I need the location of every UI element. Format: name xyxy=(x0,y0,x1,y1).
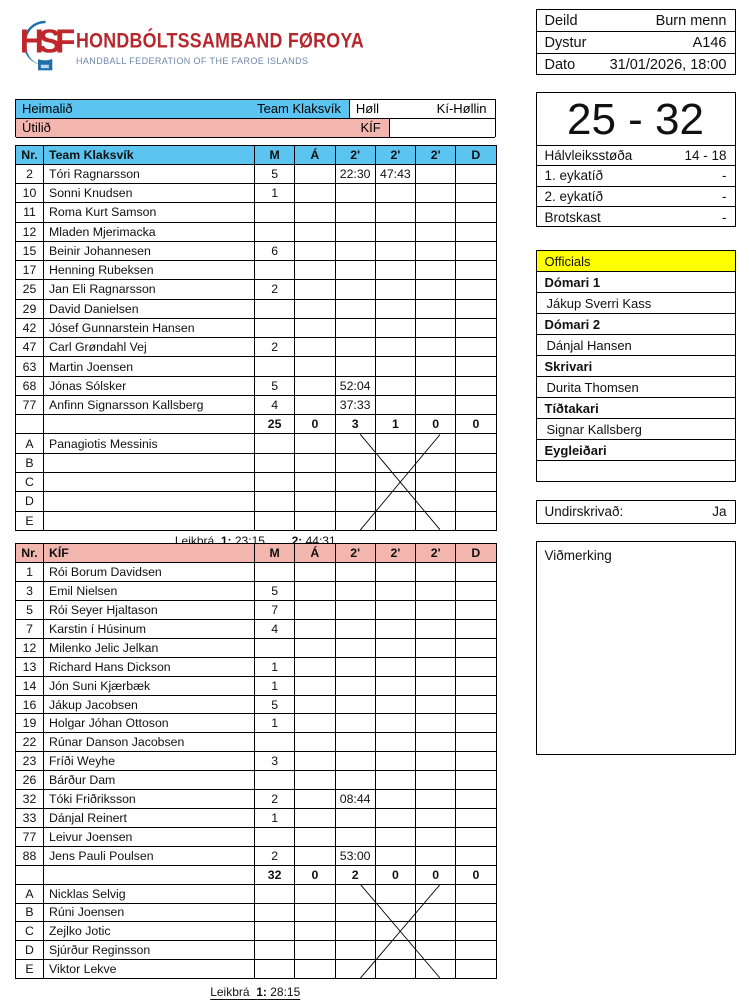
svg-text:HSF: HSF xyxy=(20,23,74,60)
